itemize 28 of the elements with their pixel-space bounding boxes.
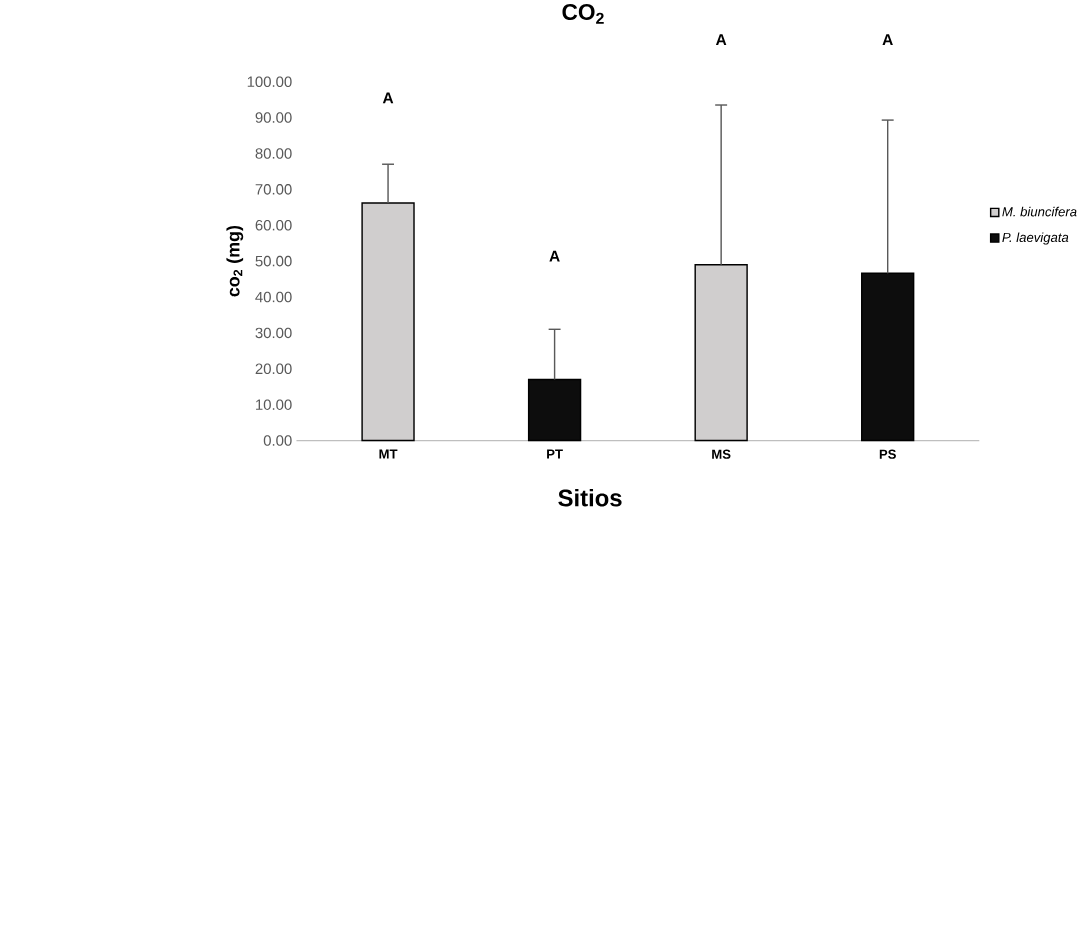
y-tick-label: 70.00: [255, 184, 292, 195]
bar: [361, 202, 415, 442]
bar: [861, 272, 915, 442]
x-tick-label: MS: [712, 449, 731, 460]
x-axis-title: Sitios: [558, 489, 622, 507]
legend-label: M. biuncifera: [1002, 206, 1077, 217]
annotation: A: [382, 92, 394, 104]
x-tick-label: PT: [547, 449, 563, 459]
y-tick-label: 80.00: [255, 148, 292, 159]
annotation: A: [549, 251, 560, 262]
bar: [694, 264, 748, 442]
y-tick-label: 100.00: [247, 76, 292, 88]
y-tick-label: 10.00: [256, 399, 292, 411]
y-tick-label: 0.00: [263, 435, 292, 447]
legend-label: P. laevigata: [1002, 232, 1069, 245]
y-tick-label: 40.00: [255, 291, 292, 303]
y-tick-label: 90.00: [255, 112, 292, 124]
bar: [527, 379, 582, 442]
text: A: [882, 34, 893, 46]
y-tick-label: 20.00: [255, 363, 292, 375]
y-tick-label: 50.00: [255, 256, 292, 267]
x-tick-label: PS: [879, 449, 896, 460]
y-tick-label: 60.00: [255, 220, 292, 231]
y-tick-label: 30.00: [255, 327, 292, 339]
text: A: [715, 34, 727, 46]
y-axis-title: co$_{2}$ (mg): [226, 226, 244, 297]
x-tick-label: MT: [379, 449, 398, 459]
chart-title: CO$_{2}$: [562, 4, 604, 24]
